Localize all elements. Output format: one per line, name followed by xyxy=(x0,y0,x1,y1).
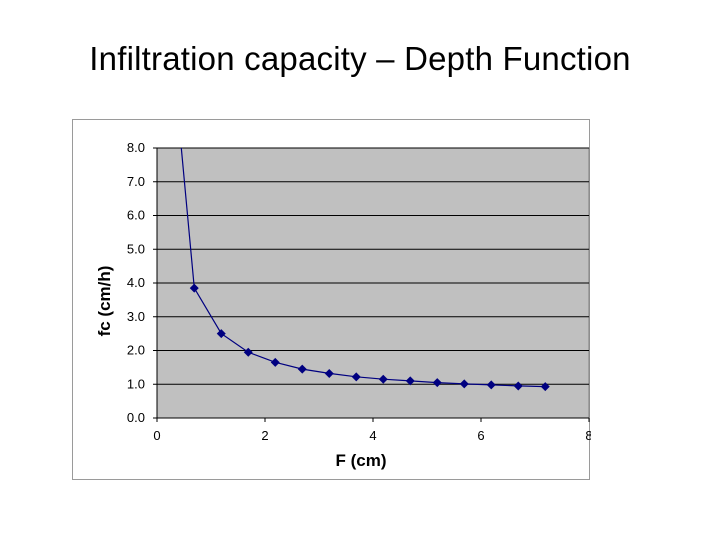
data-point-marker xyxy=(378,374,388,384)
y-tick-label: 1.0 xyxy=(127,376,145,391)
data-point-marker xyxy=(297,364,307,374)
data-point-marker xyxy=(405,376,415,386)
x-tick-label: 6 xyxy=(477,428,484,443)
slide-title: Infiltration capacity – Depth Function xyxy=(89,40,631,77)
data-point-marker xyxy=(351,372,361,382)
y-tick-label: 0.0 xyxy=(127,410,145,425)
data-point-marker xyxy=(216,329,226,339)
data-point-marker xyxy=(486,380,496,390)
data-point-marker xyxy=(243,347,253,357)
y-tick-label: 5.0 xyxy=(127,241,145,256)
data-point-marker xyxy=(270,357,280,367)
y-axis-title: fc (cm/h) xyxy=(95,266,114,337)
y-tick-label: 2.0 xyxy=(127,343,145,358)
data-point-marker xyxy=(513,381,523,391)
y-tick-label: 3.0 xyxy=(127,309,145,324)
data-point-marker xyxy=(432,378,442,388)
x-tick-label: 4 xyxy=(369,428,376,443)
chart-frame: 0.0 1.0 2.0 3.0 4.0 5.0 6.0 7.0 8.0 0 2 4 6 8 F (cm) fc… xyxy=(72,119,591,480)
x-tick-label: 0 xyxy=(153,428,160,443)
line-chart: 0.0 1.0 2.0 3.0 4.0 5.0 6.0 7.0 8.0 0 2 4 6 8 F (cm) fc… xyxy=(95,140,591,470)
x-tick-label: 8 xyxy=(585,428,591,443)
x-tick-label: 2 xyxy=(261,428,268,443)
data-point-marker xyxy=(540,382,550,392)
y-tick-label: 8.0 xyxy=(127,140,145,155)
data-point-marker xyxy=(189,283,199,293)
y-tick-label: 6.0 xyxy=(127,208,145,223)
y-tick-label: 4.0 xyxy=(127,275,145,290)
data-point-marker xyxy=(459,379,469,389)
data-point-marker xyxy=(324,368,334,378)
y-tick-label: 7.0 xyxy=(127,174,145,189)
x-axis-title: F (cm) xyxy=(336,451,387,470)
